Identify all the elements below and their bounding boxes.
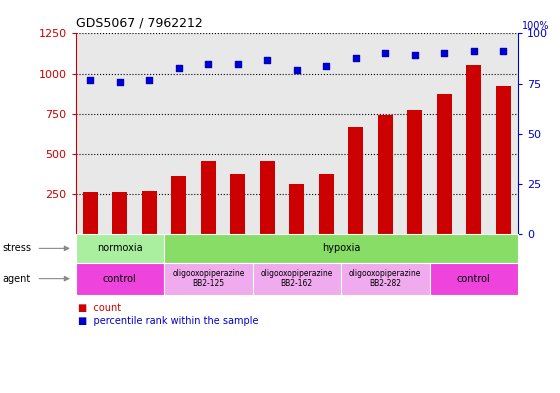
Bar	[83, 192, 98, 234]
Point	[410, 52, 419, 59]
Text: control: control	[457, 274, 491, 284]
Point	[351, 54, 360, 61]
Bar	[260, 161, 274, 234]
Point	[263, 56, 272, 62]
Text: control: control	[103, 274, 137, 284]
Point	[322, 62, 331, 69]
Point	[469, 48, 478, 55]
Point	[234, 61, 242, 67]
Point	[86, 77, 95, 83]
Point	[381, 50, 390, 57]
Bar	[496, 86, 511, 234]
Text: stress: stress	[3, 243, 32, 253]
Point	[499, 48, 508, 55]
Bar	[113, 192, 127, 234]
Text: agent: agent	[3, 274, 31, 284]
Bar	[142, 191, 157, 234]
Bar	[466, 65, 481, 234]
Bar	[437, 94, 452, 234]
Point	[440, 50, 449, 57]
Point	[174, 64, 183, 71]
Bar	[378, 114, 393, 234]
Text: GDS5067 / 7962212: GDS5067 / 7962212	[76, 17, 202, 29]
Bar	[408, 110, 422, 234]
Bar	[319, 174, 334, 234]
Bar	[231, 174, 245, 234]
Point	[292, 66, 301, 73]
Text: ■  percentile rank within the sample: ■ percentile rank within the sample	[78, 316, 259, 326]
Text: 100%: 100%	[522, 21, 550, 31]
Point	[204, 61, 213, 67]
Bar	[290, 184, 304, 234]
Text: normoxia: normoxia	[97, 243, 143, 253]
Bar	[201, 161, 216, 234]
Bar	[171, 176, 186, 234]
Text: hypoxia: hypoxia	[322, 243, 360, 253]
Text: ■  count: ■ count	[78, 303, 122, 312]
Point	[145, 77, 154, 83]
Point	[115, 79, 124, 85]
Text: oligooxopiperazine
BB2-125: oligooxopiperazine BB2-125	[172, 269, 245, 288]
Text: oligooxopiperazine
BB2-282: oligooxopiperazine BB2-282	[349, 269, 422, 288]
Bar	[348, 127, 363, 234]
Text: oligooxopiperazine
BB2-162: oligooxopiperazine BB2-162	[260, 269, 333, 288]
